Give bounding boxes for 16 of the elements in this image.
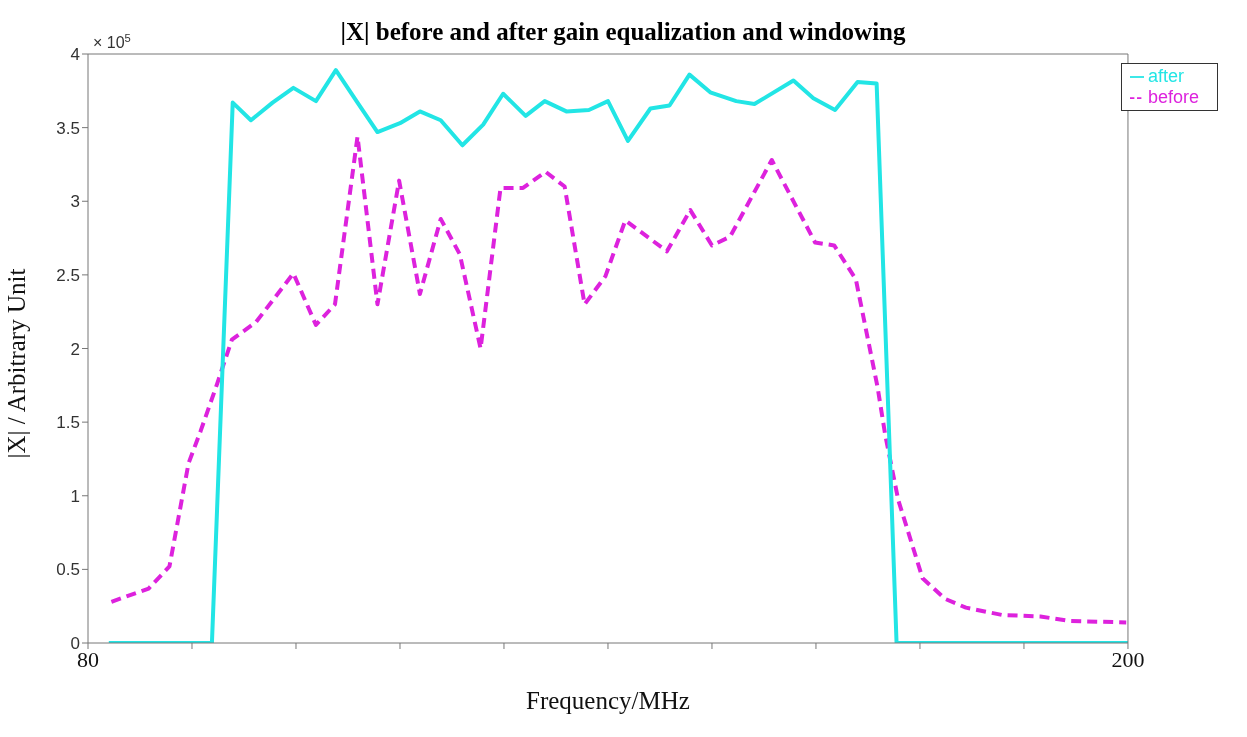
text: × 10$^{5}$ [93, 32, 131, 51]
y-tick-label: 2 [70, 339, 80, 359]
x-tick-label: 200 [1111, 646, 1145, 672]
legend-label: after [1147, 66, 1184, 86]
y-axis-title: |X| / Arbitrary Unit [2, 268, 30, 459]
y-tick-label: 4 [70, 45, 80, 65]
y-tick-label: 1 [70, 486, 80, 506]
y-tick-label: 2.5 [56, 265, 80, 285]
chart-title: |X| before and after gain equalization and windowing [340, 18, 906, 45]
y-tick-label: 0.5 [56, 560, 80, 580]
y-tick-label: 3 [70, 192, 80, 212]
legend-label: before [1147, 87, 1199, 107]
y-tick-label: 1.5 [56, 413, 80, 433]
x-axis-title: Frequency/MHz [526, 686, 690, 714]
y-tick-label: 0 [70, 634, 80, 654]
y-tick-label: 3.5 [56, 118, 80, 138]
